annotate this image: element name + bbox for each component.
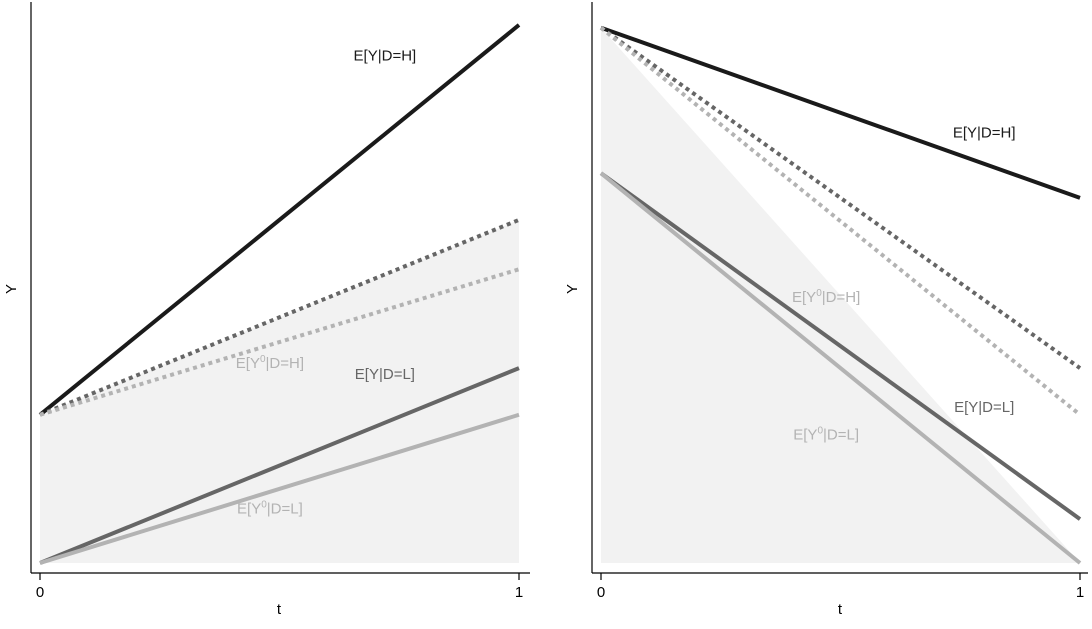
curve-label: E[Y0|D=H]: [792, 288, 860, 306]
x-axis-label: t: [838, 601, 843, 618]
curve-label: E[Y|D=L]: [954, 399, 1014, 416]
x-tick-label: 1: [1076, 584, 1084, 601]
series-line-3: [599, 26, 1082, 417]
curve-label: E[Y|D=H]: [953, 125, 1016, 142]
chart-panel-right: 0 1 t Y E[Y|D=H] E[Y0|D=H] E[Y|D=L] E[Y0|D=L]: [564, 2, 1088, 618]
series-line-2: [599, 26, 1082, 370]
y-axis-label: Y: [3, 284, 20, 294]
curve-label: E[Y|D=H]: [354, 48, 417, 65]
x-axis-label: t: [277, 601, 282, 618]
curve-label: E[Y0|D=L]: [793, 425, 859, 443]
shaded-region: [40, 219, 519, 563]
chart-panel-left: 0 1 t Y E[Y|D=H] E[Y0|D=H] E[Y|D=L] E[Y0|D=L]: [3, 2, 530, 618]
series-line-1: [600, 25, 1081, 200]
y-axis-label: Y: [564, 284, 581, 294]
shaded-region: [601, 27, 1080, 564]
curve-label: E[Y0|D=L]: [237, 500, 303, 518]
series-line-2: [39, 218, 520, 417]
series-line-4: [39, 366, 520, 565]
x-tick-label: 0: [597, 584, 605, 601]
series-line-5: [39, 412, 520, 565]
curve-label: E[Y|D=L]: [355, 366, 415, 383]
series-line-3: [39, 267, 520, 417]
series-line-1: [38, 23, 521, 417]
series-line-5: [599, 171, 1082, 565]
x-tick-label: 1: [515, 584, 523, 601]
series-line-4: [599, 171, 1082, 521]
x-tick-label: 0: [36, 584, 44, 601]
curve-label: E[Y0|D=H]: [236, 354, 304, 372]
